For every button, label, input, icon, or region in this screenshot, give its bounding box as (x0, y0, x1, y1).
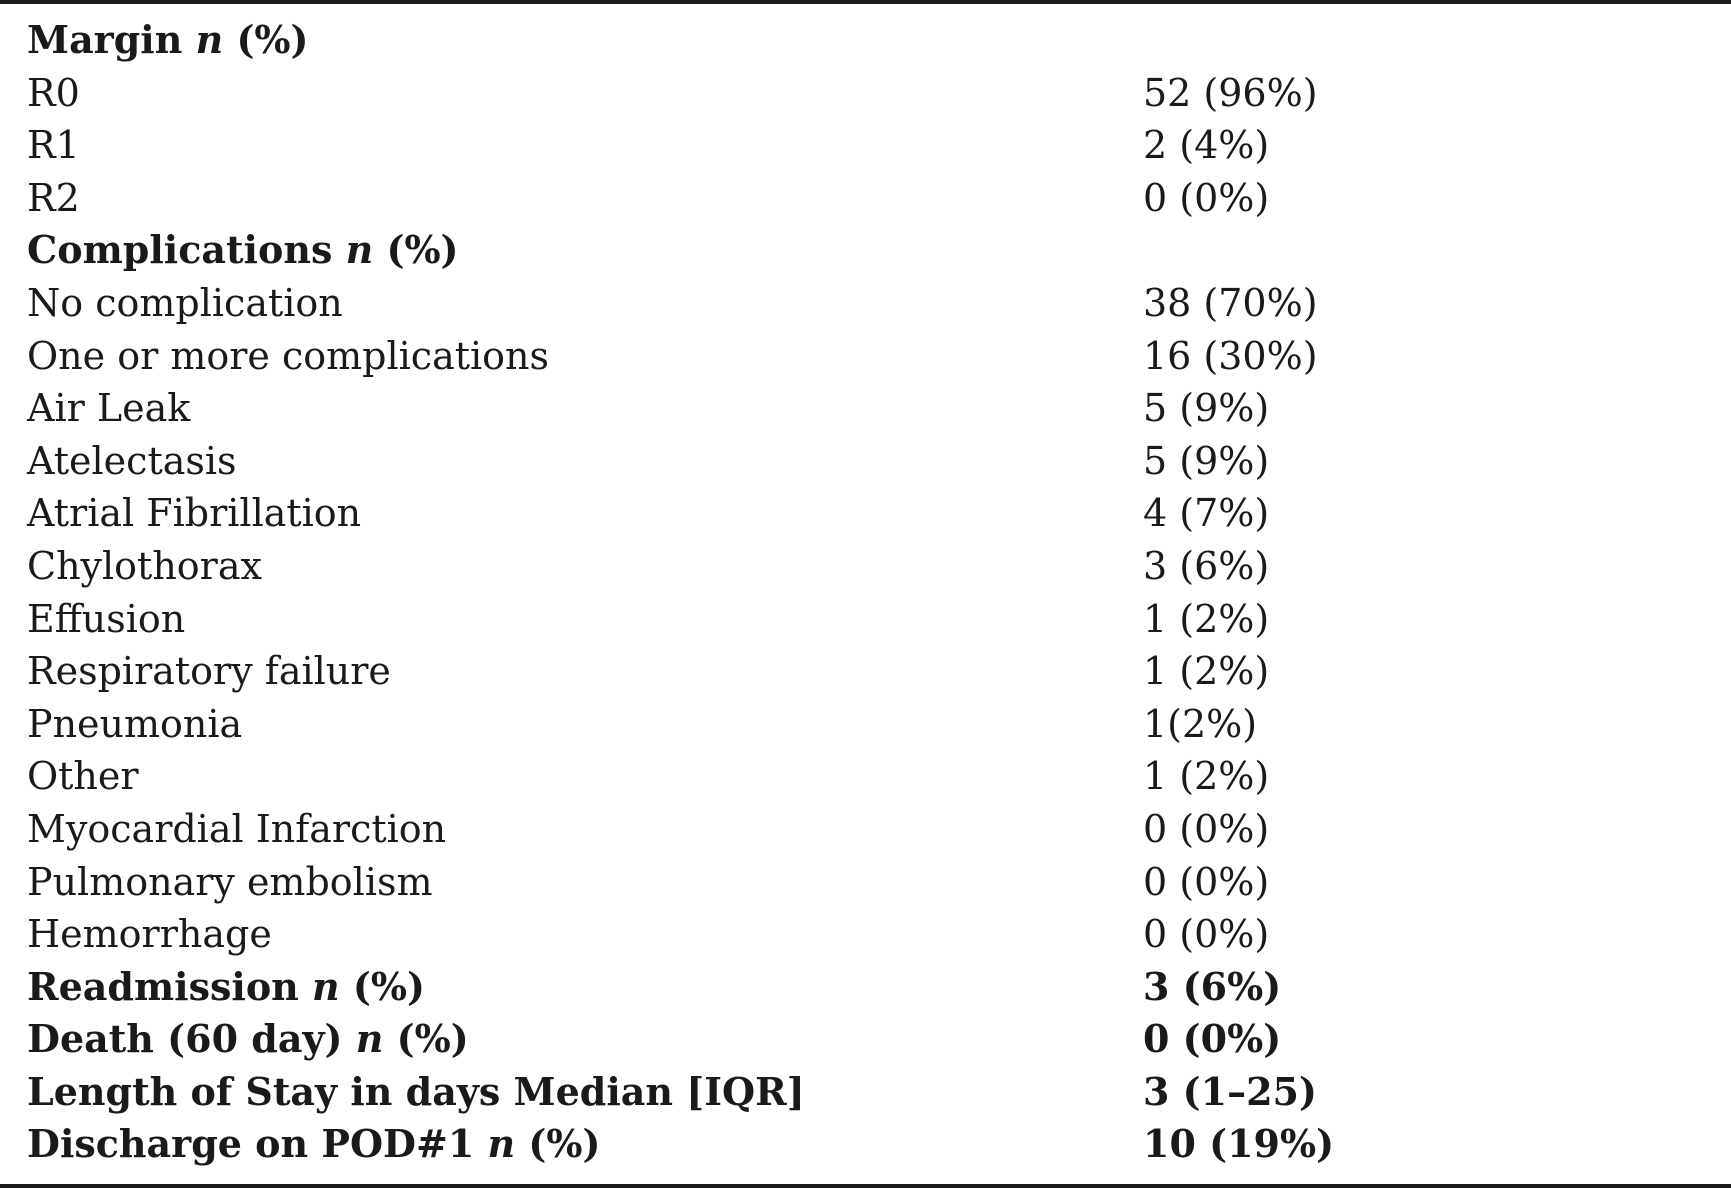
table-top-rule (0, 0, 1731, 4)
row-label-text: R2 (27, 175, 80, 220)
row-value: 0 (0%) (1143, 1016, 1282, 1062)
row-label: R0 (27, 67, 80, 120)
row-label-suffix: (%) (386, 227, 459, 273)
table-row: Death (60 day) n (%) 0 (0%) (0, 1013, 1731, 1066)
row-label: Complications n (%) (27, 224, 459, 277)
row-label: Margin n (%) (27, 14, 309, 67)
row-label-suffix: (%) (352, 963, 425, 1009)
row-label-text: Complications (27, 227, 333, 273)
row-value: 52 (96%) (1143, 70, 1318, 115)
row-label-text: One or more complications (27, 333, 549, 378)
row-value: 3 (1–25) (1143, 1068, 1317, 1114)
row-label-n: n (195, 17, 224, 62)
table-row: Margin n (%) (0, 14, 1731, 67)
row-value: 1(2%) (1143, 701, 1258, 746)
row-value: 38 (70%) (1143, 280, 1318, 325)
table-row: Discharge on POD#1 n (%) 10 (19%) (0, 1118, 1731, 1171)
row-label: One or more complications (27, 330, 549, 383)
table-row: Hemorrhage 0 (0%) (0, 908, 1731, 961)
row-label: Myocardial Infarction (27, 803, 446, 856)
row-label-text: Discharge on POD#1 (27, 1121, 475, 1167)
table-row: Chylothorax 3 (6%) (0, 540, 1731, 593)
table-row: Myocardial Infarction 0 (0%) (0, 803, 1731, 856)
row-label-text: Atelectasis (27, 438, 237, 483)
table-row: Readmission n (%) 3 (6%) (0, 961, 1731, 1014)
row-value: 1 (2%) (1143, 649, 1270, 694)
row-label: Chylothorax (27, 540, 262, 593)
table-row: Other 1 (2%) (0, 750, 1731, 803)
row-label-text: Pulmonary embolism (27, 859, 433, 904)
row-label: Respiratory failure (27, 645, 391, 698)
row-value: 2 (4%) (1143, 123, 1270, 168)
row-value: 1 (2%) (1143, 754, 1270, 799)
row-value: 0 (0%) (1143, 175, 1270, 220)
table-row: R1 2 (4%) (0, 119, 1731, 172)
table-row: Air Leak 5 (9%) (0, 382, 1731, 435)
row-label: Pulmonary embolism (27, 856, 433, 909)
row-value: 3 (6%) (1143, 963, 1282, 1009)
table-row: Pneumonia 1(2%) (0, 698, 1731, 751)
row-value: 4 (7%) (1143, 491, 1270, 536)
table-bottom-rule (0, 1184, 1731, 1188)
row-label: Effusion (27, 593, 185, 646)
table-row: R0 52 (96%) (0, 67, 1731, 120)
row-label: Other (27, 750, 139, 803)
table-row: Respiratory failure 1 (2%) (0, 645, 1731, 698)
table-row: Atelectasis 5 (9%) (0, 435, 1731, 488)
row-label-text: Myocardial Infarction (27, 806, 447, 851)
row-label-text: R0 (27, 70, 80, 115)
row-value: 10 (19%) (1143, 1121, 1335, 1167)
row-label-suffix: (%) (396, 1016, 469, 1062)
row-label: Atrial Fibrillation (27, 487, 361, 540)
row-label-text: Length of Stay in days Median [IQR] (27, 1068, 805, 1114)
table-row: Complications n (%) (0, 224, 1731, 277)
row-label-n: n (487, 1121, 516, 1167)
row-label-text: Chylothorax (27, 543, 262, 588)
row-value: 16 (30%) (1143, 333, 1318, 378)
row-label-text: Hemorrhage (27, 912, 272, 957)
row-label-text: Air Leak (27, 386, 191, 431)
row-label-text: Atrial Fibrillation (27, 491, 362, 536)
table-body: Margin n (%) R0 52 (96%) R1 2 (4%) R2 0 (0%) Co… (0, 14, 1731, 1171)
row-label-text: Respiratory failure (27, 649, 391, 694)
table-row: Length of Stay in days Median [IQR] 3 (1–… (0, 1066, 1731, 1119)
row-label: Length of Stay in days Median [IQR] (27, 1066, 805, 1119)
row-label-n: n (312, 963, 340, 1009)
row-value: 1 (2%) (1143, 596, 1270, 641)
row-label-n: n (345, 227, 374, 273)
row-value: 0 (0%) (1143, 859, 1270, 904)
table-row: Atrial Fibrillation 4 (7%) (0, 487, 1731, 540)
row-label-text: Effusion (27, 596, 186, 641)
row-label: No complication (27, 277, 343, 330)
row-label: Readmission n (%) (27, 961, 425, 1014)
row-label: Death (60 day) n (%) (27, 1013, 469, 1066)
row-label: Pneumonia (27, 698, 242, 751)
row-label-text: R1 (27, 123, 80, 168)
row-value: 5 (9%) (1143, 386, 1270, 431)
row-label: Air Leak (27, 382, 190, 435)
row-value: 3 (6%) (1143, 543, 1270, 588)
table-row: Pulmonary embolism 0 (0%) (0, 856, 1731, 909)
row-label-text: Death (60 day) (27, 1016, 343, 1062)
row-label-text: Other (27, 754, 139, 799)
row-label-suffix: (%) (236, 17, 309, 62)
row-label-text: No complication (27, 280, 343, 325)
table-row: One or more complications 16 (30%) (0, 330, 1731, 383)
table-row: R2 0 (0%) (0, 172, 1731, 225)
row-label: Hemorrhage (27, 908, 272, 961)
row-value: 0 (0%) (1143, 806, 1270, 851)
row-label-text: Pneumonia (27, 701, 243, 746)
table-row: Effusion 1 (2%) (0, 593, 1731, 646)
row-label-suffix: (%) (528, 1121, 601, 1167)
row-label: Discharge on POD#1 n (%) (27, 1118, 600, 1171)
row-value: 5 (9%) (1143, 438, 1270, 483)
table-row: No complication 38 (70%) (0, 277, 1731, 330)
row-label-n: n (355, 1016, 384, 1062)
row-label-text: Margin (27, 17, 183, 62)
row-label-text: Readmission (27, 963, 299, 1009)
row-label: Atelectasis (27, 435, 237, 488)
row-label: R2 (27, 172, 80, 225)
row-value: 0 (0%) (1143, 912, 1270, 957)
row-label: R1 (27, 119, 80, 172)
